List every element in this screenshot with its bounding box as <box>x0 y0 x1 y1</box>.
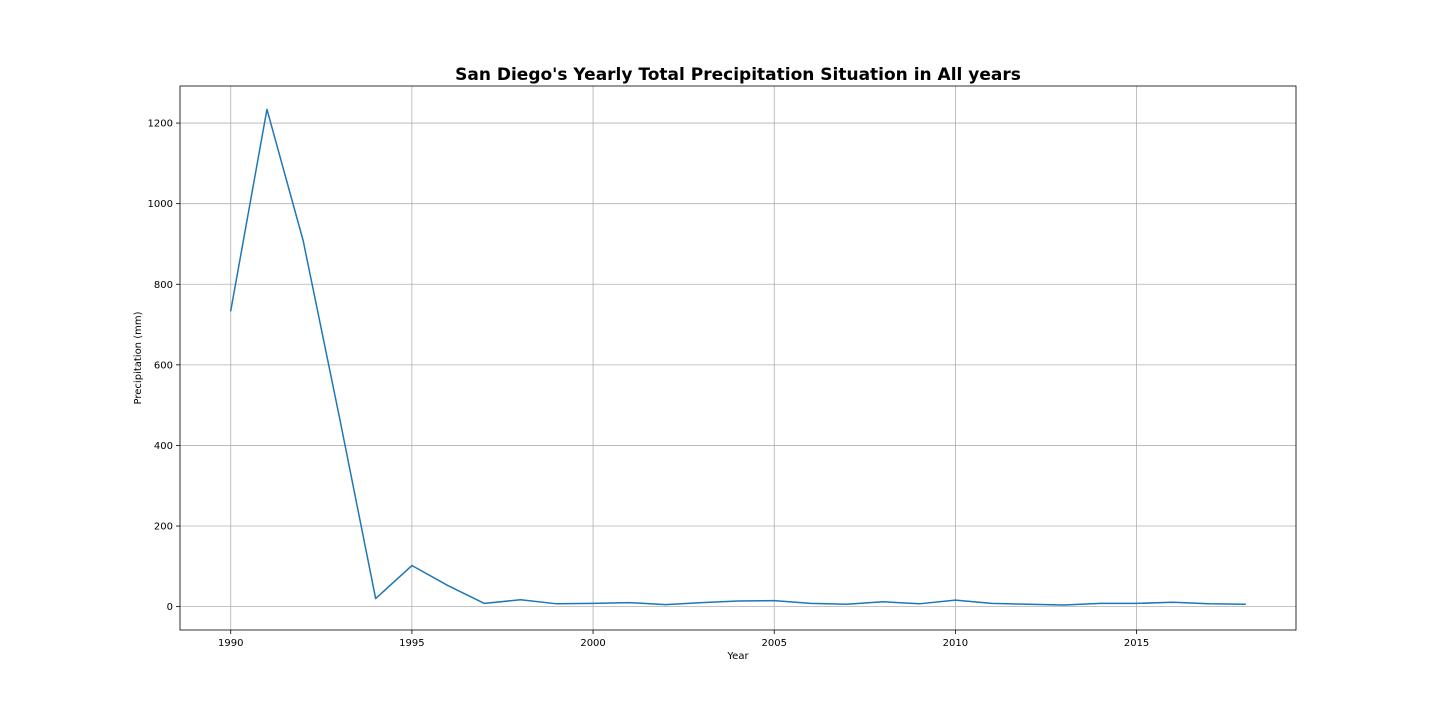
y-tick-label: 600 <box>154 360 173 371</box>
x-tick-label: 1995 <box>399 638 424 649</box>
data-point-1990 <box>230 310 232 312</box>
y-tick-label: 200 <box>154 522 173 533</box>
data-point-2009 <box>918 603 920 605</box>
data-point-2005 <box>773 599 775 601</box>
data-point-2011 <box>990 602 992 604</box>
data-point-1991 <box>266 108 268 110</box>
data-point-1992 <box>302 240 304 242</box>
data-point-2001 <box>628 601 630 603</box>
data-point-1998 <box>519 599 521 601</box>
y-tick-label: 800 <box>154 280 173 291</box>
data-point-2018 <box>1244 603 1246 605</box>
x-axis: 1990 1995 2000 2005 2010 2015 <box>218 630 1149 649</box>
x-tick-label: 2005 <box>762 638 787 649</box>
data-point-2016 <box>1172 601 1174 603</box>
data-point-1999 <box>556 603 558 605</box>
data-point-2006 <box>809 602 811 604</box>
x-axis-label: Year <box>726 651 749 662</box>
data-point-2015 <box>1135 602 1137 604</box>
data-point-2012 <box>1027 603 1029 605</box>
x-tick-label: 2010 <box>943 638 968 649</box>
data-point-2014 <box>1099 602 1101 604</box>
data-point-2008 <box>882 601 884 603</box>
plot-area-background <box>180 86 1296 630</box>
gridlines <box>180 86 1296 630</box>
data-point-1996 <box>447 584 449 586</box>
data-point-2010 <box>954 599 956 601</box>
y-tick-label: 1200 <box>148 119 173 130</box>
x-tick-label: 1990 <box>218 638 243 649</box>
data-point-1994 <box>374 597 376 599</box>
y-tick-label: 1000 <box>148 199 173 210</box>
data-point-1993 <box>338 416 340 418</box>
data-point-2013 <box>1063 604 1065 606</box>
data-point-1995 <box>411 564 413 566</box>
y-tick-label: 0 <box>167 602 173 613</box>
chart-title: San Diego's Yearly Total Precipitation S… <box>455 65 1021 85</box>
plot-frame <box>179 85 1297 631</box>
y-axis: 0 200 400 600 800 1000 1200 <box>148 119 180 613</box>
data-point-2004 <box>737 600 739 602</box>
x-tick-label: 2015 <box>1124 638 1149 649</box>
y-tick-label: 400 <box>154 441 173 452</box>
data-point-2003 <box>701 601 703 603</box>
data-point-2000 <box>592 602 594 604</box>
x-tick-label: 2000 <box>580 638 605 649</box>
series-group <box>229 108 1247 606</box>
data-point-1997 <box>483 602 485 604</box>
precipitation-series-line <box>229 108 1247 606</box>
y-axis-label: Precipitation (mm) <box>133 311 144 404</box>
data-point-2017 <box>1208 603 1210 605</box>
data-point-2002 <box>664 603 666 605</box>
data-point-2007 <box>846 603 848 605</box>
